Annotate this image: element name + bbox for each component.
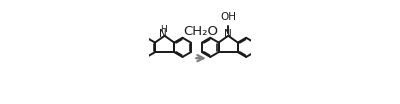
Text: OH: OH [220,12,236,22]
Text: N: N [159,29,167,39]
Text: CH₂O: CH₂O [184,25,218,38]
Text: H: H [160,25,167,34]
Text: N: N [224,29,232,39]
